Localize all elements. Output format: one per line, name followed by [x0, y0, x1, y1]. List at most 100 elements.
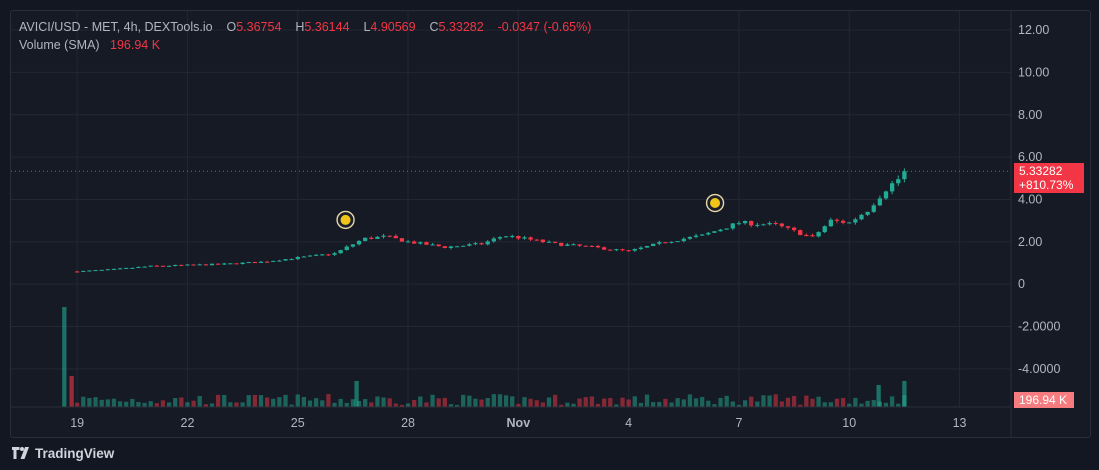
volume-bar: [767, 395, 772, 407]
volume-bar: [117, 401, 123, 407]
volume-bar: [853, 397, 858, 407]
volume-bar: [467, 395, 472, 407]
volume-bar: [700, 397, 705, 407]
volume-bar: [546, 397, 552, 407]
volume-bar: [883, 402, 889, 407]
volume-bar: [179, 397, 184, 407]
volume-bar: [644, 394, 650, 407]
legend-low-value: 4.90569: [370, 20, 416, 34]
candle-body: [840, 220, 846, 223]
candle-body: [173, 264, 178, 266]
legend-high-label: H: [295, 20, 305, 34]
candle-body: [620, 249, 625, 251]
candle-body: [381, 235, 386, 237]
volume-bar: [75, 402, 80, 407]
volume-bar: [601, 398, 607, 407]
candle-body: [614, 249, 619, 251]
candle-body: [883, 191, 889, 199]
volume-bar: [412, 399, 417, 407]
candle-body: [75, 271, 80, 273]
candle-body: [356, 240, 362, 245]
candle-body: [889, 183, 895, 192]
volume-bar: [350, 399, 356, 407]
volume-bar: [320, 400, 325, 407]
volume-bar: [749, 396, 754, 407]
y-tick-label: 0: [1018, 277, 1025, 291]
volume-bar-spike: [62, 307, 67, 407]
candle-body: [681, 238, 686, 242]
last-price-value: 5.33282: [1019, 164, 1063, 179]
legend-change: -0.0347 (-0.65%): [497, 20, 592, 34]
volume-bar: [271, 398, 276, 407]
volume-bar: [871, 399, 876, 407]
volume-bar: [896, 403, 901, 407]
volume-bar-spike: [902, 381, 907, 407]
candle-body: [546, 241, 552, 243]
volume-bar: [552, 394, 558, 407]
candle-body: [124, 267, 129, 269]
volume-bar: [154, 403, 159, 407]
candle-body: [117, 268, 123, 270]
y-tick-label: 8.00: [1018, 108, 1042, 122]
volume-bar: [203, 404, 208, 407]
candle-body: [730, 223, 735, 229]
volume-bar: [681, 399, 686, 407]
candle-body: [822, 226, 827, 233]
volume-bar: [99, 399, 104, 407]
candle-body: [264, 261, 270, 263]
volume-bar: [822, 402, 827, 407]
volume-bar: [834, 398, 840, 407]
candle-body: [528, 237, 533, 240]
volume-bar: [222, 395, 227, 407]
candle-body: [693, 235, 699, 237]
candle-body: [571, 244, 576, 246]
legend-open-label: O: [226, 20, 237, 34]
volume-bar: [706, 400, 711, 407]
candle-body: [111, 268, 117, 270]
volume-bar: [277, 397, 282, 407]
candle-body: [479, 243, 484, 245]
candle-body: [865, 211, 870, 215]
candle-body: [454, 246, 460, 248]
volume-bar: [454, 404, 460, 407]
volume-bar: [356, 401, 362, 407]
candle-body: [418, 242, 423, 244]
time-axis: 19 22 25 28 Nov 4 7 10 13: [70, 416, 966, 430]
volume-bar: [473, 398, 478, 407]
legend-volume: Volume (SMA) 196.94 K: [19, 38, 160, 52]
volume-bar: [847, 403, 852, 407]
volume-bar: [326, 394, 331, 407]
candle-body: [93, 270, 98, 272]
event-marker-coin: [340, 214, 351, 225]
volume-bar: [344, 402, 349, 407]
volume-bar: [479, 399, 484, 407]
chart-canvas[interactable]: 12.00 10.00 8.00 6.00 4.00 2.00 0 -2.0000 -4.000…: [11, 11, 1090, 437]
volume-bar: [675, 398, 680, 407]
candle-body: [142, 266, 147, 268]
tradingview-logo[interactable]: TradingView: [12, 444, 114, 462]
volume-bar: [424, 402, 429, 407]
volume-bar: [859, 403, 864, 407]
volume-bar: [191, 400, 196, 407]
candle-body: [552, 241, 558, 243]
volume-bar: [840, 398, 846, 407]
x-tick-label: 25: [291, 416, 305, 430]
volume-bar: [638, 402, 644, 407]
volume-bar: [307, 400, 313, 407]
candle-body: [436, 244, 441, 247]
chart-frame[interactable]: 12.00 10.00 8.00 6.00 4.00 2.00 0 -2.0000 -4.000…: [10, 10, 1091, 438]
candle-body: [522, 237, 527, 239]
volume-bar: [405, 403, 411, 407]
volume-bar: [264, 397, 270, 407]
candle-body: [896, 179, 901, 184]
candle-body: [491, 238, 496, 242]
candle-body: [344, 246, 349, 251]
candle-body: [847, 222, 852, 224]
volume-bar: [448, 404, 454, 407]
volume-bar: [693, 398, 699, 407]
volume-bar: [687, 394, 693, 407]
candle-body: [393, 235, 398, 239]
last-price-change: +810.73%: [1019, 178, 1074, 193]
volume-bar: [314, 398, 319, 407]
candle-body: [148, 265, 153, 267]
